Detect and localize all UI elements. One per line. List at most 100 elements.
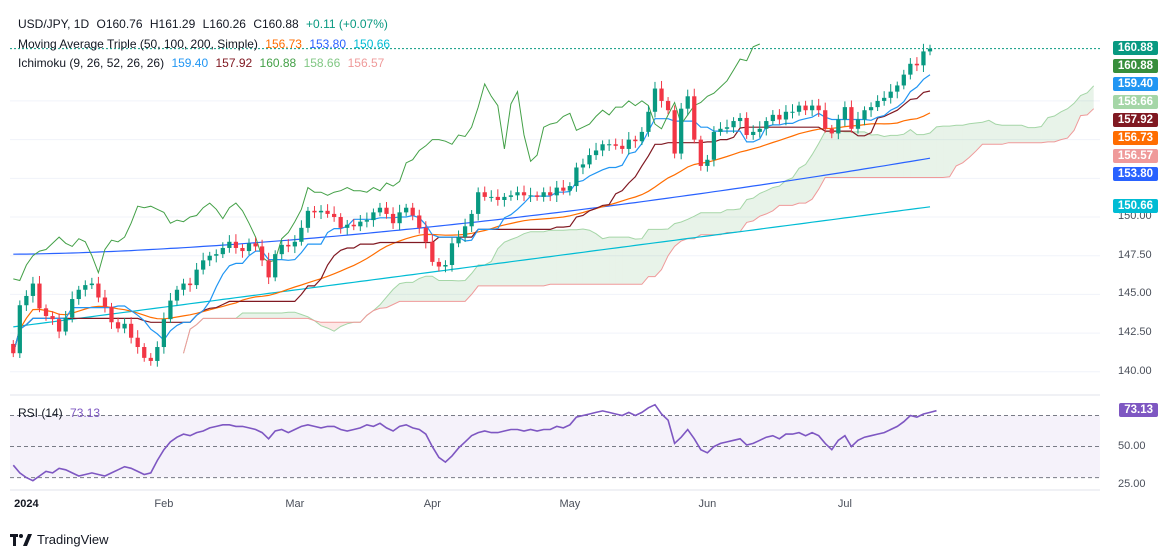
candle-body [901,74,906,86]
candle-body [332,213,337,218]
cloud-segment [432,276,439,302]
rsi-line [12,403,937,482]
time-tick-label: Mar [285,498,305,510]
cloud-segment [772,186,780,211]
candle-body [685,96,690,109]
candle-body [692,96,697,140]
cloud-segment [1060,108,1068,140]
brand-name: TradingView [37,532,109,547]
cloud-segment [1080,92,1088,116]
candle-body [908,63,913,75]
candle-body [325,210,330,214]
candle-body [541,192,546,197]
cloud-segment [406,282,413,302]
cloud-segment [930,126,937,178]
price-label-badge: 156.73 [1112,130,1158,145]
candle-body [50,316,55,320]
candle-body [102,297,108,307]
cloud-segment [720,209,728,235]
tradingview-logo[interactable]: TradingView [10,532,109,547]
candle-body [187,283,193,286]
candle-body [921,51,926,66]
cloud-segment [1021,125,1029,143]
candle-body [810,105,815,111]
cloud-segment [484,261,492,286]
candle-body [279,244,284,255]
cloud-segment [805,154,813,204]
cloud-segment [857,131,865,178]
candle-body [423,227,428,242]
candle-body [521,192,527,196]
candle-body [30,283,36,296]
cloud-segment [589,230,597,285]
rsi-value-badge: 73.13 [1119,402,1158,417]
price-label-badge: 158.66 [1112,94,1158,109]
cloud-segment [727,209,734,233]
candle-body [201,260,206,270]
cloud-segment [871,134,878,178]
candle-body [253,243,258,247]
candle-body [882,97,887,101]
candle-body [620,145,625,149]
candle-body [305,210,311,228]
candle-body [155,347,160,361]
candle-body [607,144,612,146]
candle-body [338,217,343,228]
candle-body [135,337,140,348]
candle-body [711,131,717,160]
candle-body [390,213,396,224]
cloud-segment [622,237,629,285]
candle-body [888,91,893,98]
candle-body [633,139,638,142]
candle-body [181,283,186,290]
time-tick-label: 2024 [14,498,39,510]
cloud-segment [497,242,505,286]
candle-body [89,283,94,286]
candle-body [266,260,271,278]
cloud-segment [1034,126,1042,143]
time-tick-label: Jun [698,498,717,510]
time-tick-label: Feb [154,498,174,510]
price-label-badge: 160.88 [1112,58,1158,73]
high-value: H161.29 [149,17,196,31]
cloud-segment [681,219,688,242]
cloud-segment [674,222,682,247]
cloud-segment [1002,125,1009,145]
cloud-segment [962,123,970,163]
cloud-segment [812,143,819,200]
candle-body [757,128,762,132]
candle-body [214,254,219,256]
candle-body [790,111,795,113]
candle-body [580,164,586,168]
candles [11,43,933,367]
rsi-label: RSI (14) [18,406,63,420]
candle-body [404,207,409,213]
cloud-segment [654,229,662,277]
cloud-segment [471,264,479,295]
price-label-badge: 160.88 [1112,40,1158,55]
cloud-segment [537,231,544,286]
candle-body [318,210,324,213]
rsi-band [10,415,1100,478]
price-tick-label: 142.50 [1118,326,1152,339]
cloud-segment [864,131,872,178]
rsi-value: 73.13 [70,406,101,420]
candle-body [600,144,605,151]
candle-body [273,254,278,278]
candle-body [823,110,828,129]
candle-body [168,300,173,320]
cloud-segment [275,312,282,319]
candle-body [593,150,599,156]
price-label-badge: 157.92 [1112,112,1158,127]
cloud-segment [995,124,1003,145]
ma100-value: 153.80 [309,37,347,51]
cloud-segment [517,233,525,286]
candle-body [462,226,468,238]
price-label-badge: 153.80 [1112,166,1158,181]
tenkan-sen-line [12,74,931,354]
candle-body [220,247,225,255]
low-value: L160.26 [202,17,246,31]
candle-body [927,48,933,52]
cloud-segment [969,122,976,158]
candle-body [443,264,448,267]
